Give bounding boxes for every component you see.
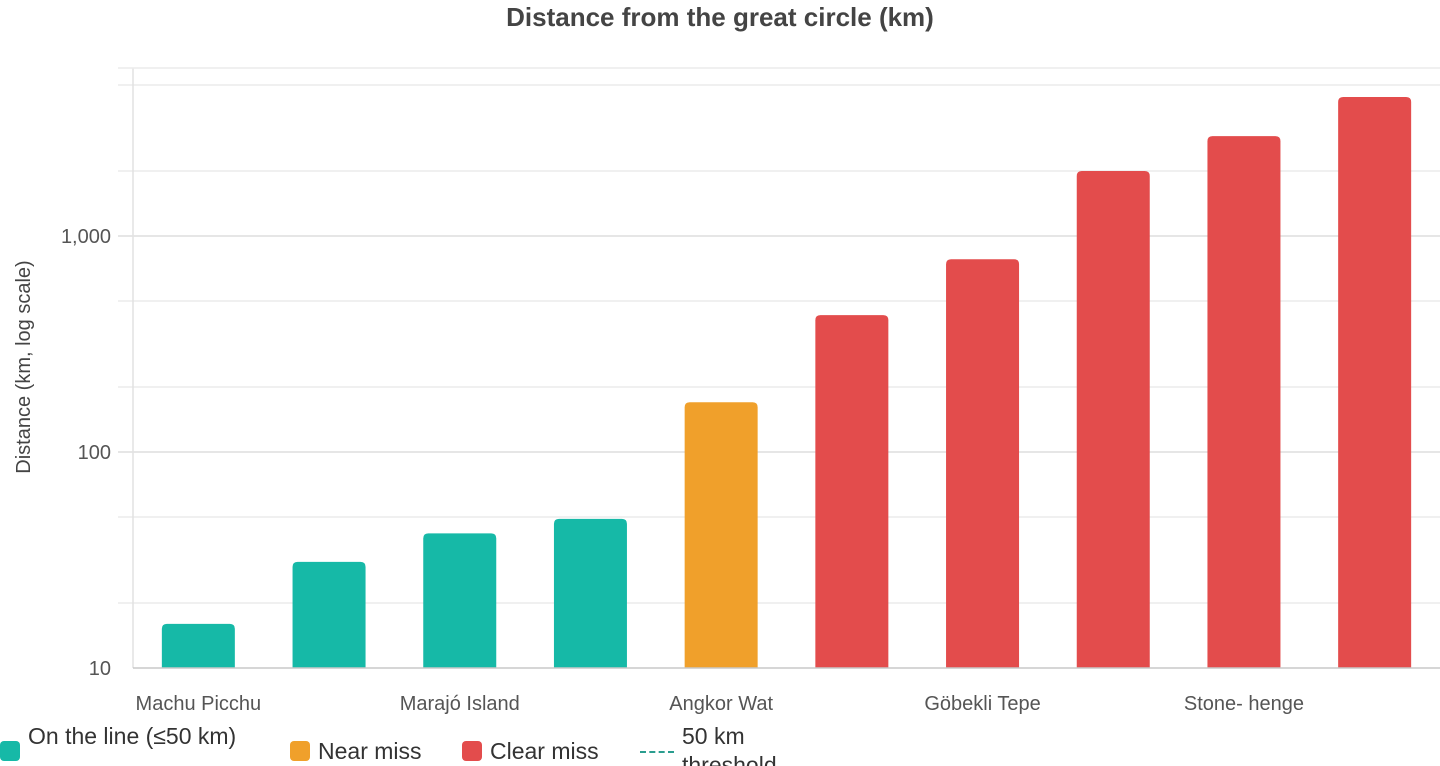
legend-item-near-miss[interactable]: Near miss: [290, 722, 422, 766]
bar-7[interactable]: [946, 259, 1020, 668]
grid-lines: [118, 67, 1440, 668]
legend-swatch-near-miss: [290, 741, 310, 761]
x-tick-label: Angkor Wat: [669, 693, 773, 715]
y-tick-label: 10: [89, 658, 111, 680]
legend: On the line (≤50 km) Near miss Clear mis…: [0, 722, 1440, 766]
x-tick-label: Machu Picchu: [136, 693, 262, 715]
legend-label-on-line: On the line (≤50 km): [28, 723, 237, 749]
bar-8[interactable]: [1076, 170, 1150, 668]
x-tick-label: Marajó Island: [400, 693, 520, 715]
legend-swatch-clear-miss: [462, 741, 482, 761]
bar-2[interactable]: [292, 561, 366, 668]
legend-label-near-miss: Near miss: [318, 738, 422, 764]
legend-item-threshold[interactable]: 50 km threshold: [640, 722, 800, 766]
bar-9[interactable]: [1207, 136, 1281, 668]
bar-4[interactable]: [553, 518, 627, 668]
y-axis-ticks: 10 100 1,000: [61, 226, 111, 680]
x-axis-ticks: Machu Picchu Marajó Island Angkor Wat Göbek…: [136, 693, 1304, 715]
legend-item-on-line[interactable]: On the line (≤50 km): [0, 722, 240, 761]
legend-item-clear-miss[interactable]: Clear miss: [462, 722, 599, 766]
y-tick-label: 100: [78, 442, 111, 464]
x-tick-label: Stone- henge: [1184, 693, 1304, 715]
legend-swatch-on-line: [0, 741, 20, 761]
y-tick-label: 1,000: [61, 226, 111, 248]
bar-1[interactable]: [161, 623, 235, 668]
bar-3[interactable]: [423, 533, 497, 668]
legend-label-threshold: 50 km threshold: [682, 723, 777, 766]
bars: [161, 97, 1412, 668]
x-tick-label: Göbekli Tepe: [924, 693, 1040, 715]
y-axis-title: Distance (km, log scale): [13, 260, 35, 473]
legend-label-clear-miss: Clear miss: [490, 738, 599, 764]
chart-title: Distance from the great circle (km): [506, 2, 934, 32]
chart: Distance from the great circle (km) 1010…: [13, 2, 1440, 715]
bar-6[interactable]: [815, 315, 889, 668]
legend-threshold-dash: [640, 751, 674, 753]
bar-10[interactable]: [1338, 97, 1412, 668]
bar-5[interactable]: [684, 402, 758, 668]
